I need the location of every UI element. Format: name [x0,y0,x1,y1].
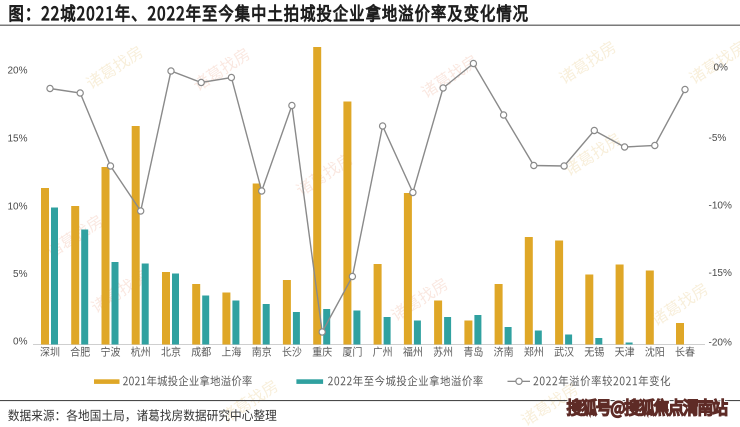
svg-text:20%: 20% [7,65,27,76]
svg-text:10%: 10% [7,201,27,212]
svg-text:5%: 5% [13,269,28,280]
svg-text:-5%: -5% [709,133,727,144]
svg-text:-20%: -20% [709,337,732,348]
svg-text:-10%: -10% [709,200,732,211]
svg-text:0%: 0% [13,336,28,347]
svg-text:0%: 0% [714,62,729,73]
svg-text:-15%: -15% [709,268,732,279]
svg-text:15%: 15% [7,133,27,144]
